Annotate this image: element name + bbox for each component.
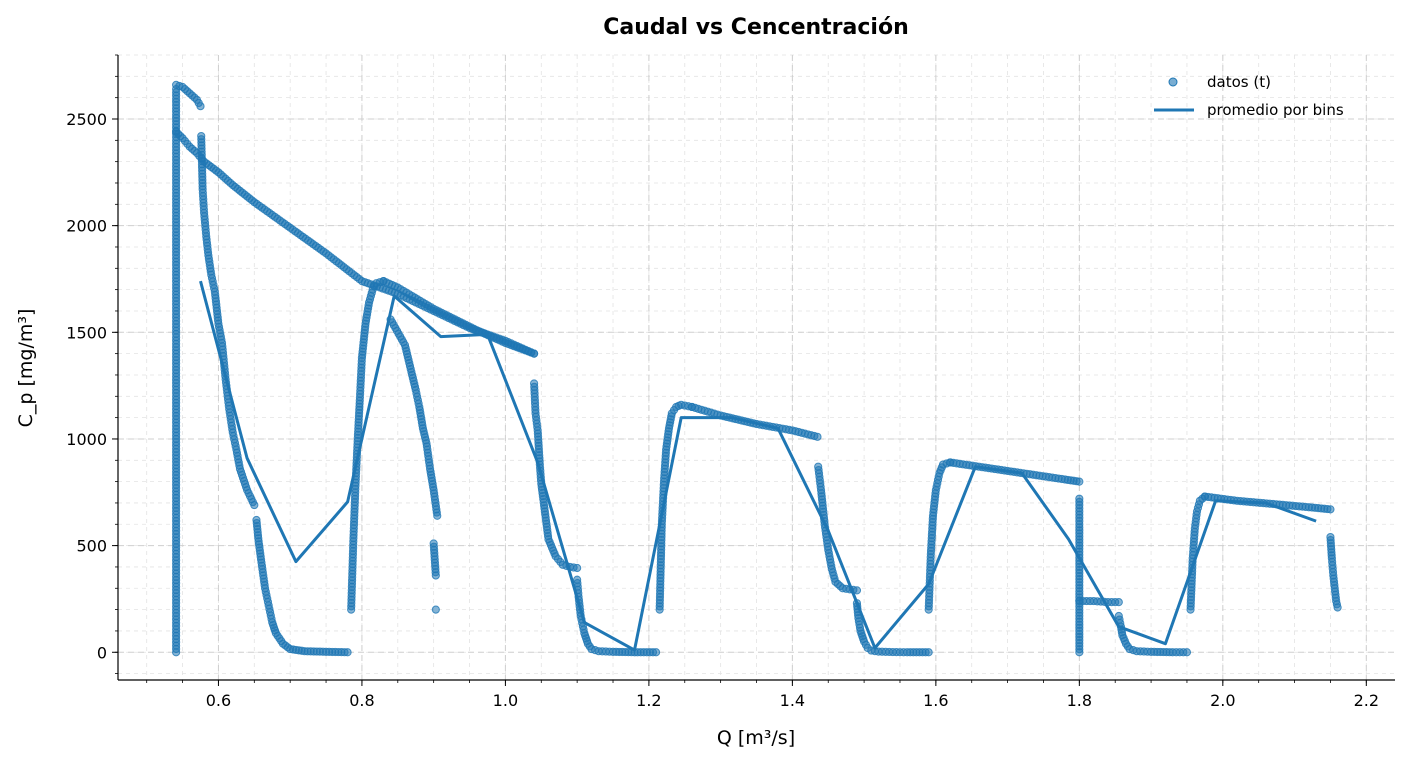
data-point <box>1326 505 1335 514</box>
legend-label-line: promedio por bins <box>1207 101 1344 119</box>
y-tick-label: 500 <box>76 537 107 556</box>
data-point <box>651 648 661 657</box>
x-tick-label: 0.8 <box>349 691 374 710</box>
x-tick-label: 1.0 <box>493 691 518 710</box>
series-line-promedio <box>199 280 1317 652</box>
x-tick-label: 1.2 <box>636 691 661 710</box>
y-tick-label: 2500 <box>66 110 107 129</box>
data-point <box>431 605 440 614</box>
data-point <box>530 349 539 358</box>
data-point <box>196 102 205 111</box>
x-tick-label: 1.4 <box>780 691 805 710</box>
data-point <box>813 432 822 441</box>
data-point <box>250 500 259 510</box>
y-axis-label: C_p [mg/m³] <box>15 309 37 428</box>
chart-title: Caudal vs Cencentración <box>603 15 908 40</box>
x-tick-label: 1.6 <box>923 691 948 710</box>
data-point <box>431 571 440 580</box>
x-tick-label: 2.2 <box>1354 691 1379 710</box>
x-tick-label: 1.8 <box>1067 691 1092 710</box>
data-point <box>1075 477 1084 486</box>
y-tick-label: 2000 <box>66 217 107 236</box>
grid <box>118 54 1395 680</box>
legend: datos (t) promedio por bins <box>1154 73 1344 119</box>
x-tick-label: 0.6 <box>206 691 231 710</box>
data-point <box>433 511 442 520</box>
legend-label-scatter: datos (t) <box>1207 73 1271 91</box>
data-point <box>924 648 933 657</box>
y-tick-label: 1000 <box>66 430 107 449</box>
y-tick-label: 0 <box>97 643 107 662</box>
data-point <box>573 563 582 573</box>
x-axis-label: Q [m³/s] <box>717 727 795 749</box>
legend-marker-scatter <box>1168 77 1178 87</box>
ticks: 0.6 0.8 1.0 1.2 1.4 1.6 1.8 2.0 2.2 0 500 1000 1500 2… <box>66 54 1379 710</box>
data-point <box>1333 603 1342 612</box>
x-tick-label: 2.0 <box>1210 691 1235 710</box>
data-point <box>343 648 352 657</box>
data-point <box>1114 598 1123 607</box>
data-point <box>1182 648 1192 657</box>
plot-area <box>172 80 1342 657</box>
y-tick-label: 1500 <box>66 323 107 342</box>
data-point <box>1075 494 1084 503</box>
